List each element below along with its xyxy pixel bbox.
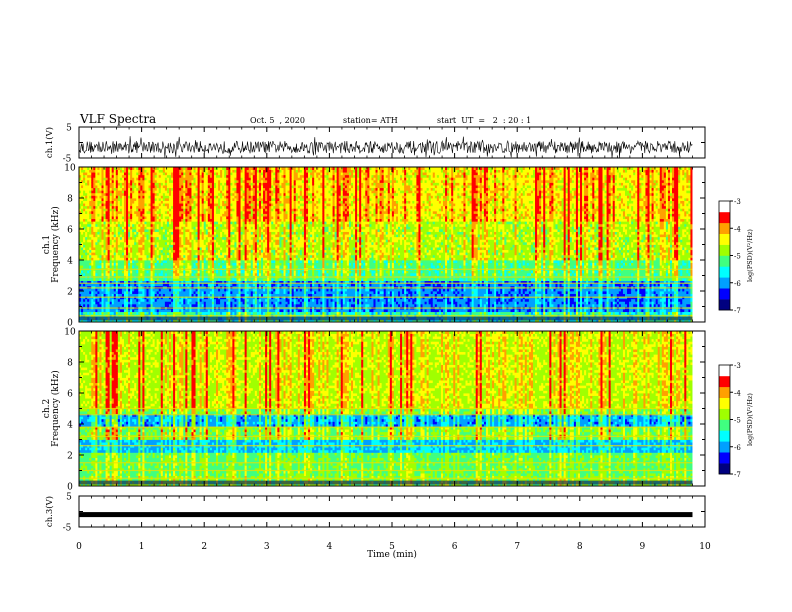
ch3-voltage-trace bbox=[79, 512, 692, 517]
y-tick-label: 5 bbox=[66, 493, 72, 503]
narrowband-line bbox=[79, 297, 692, 298]
x-tick-label: 4 bbox=[327, 542, 333, 552]
narrowband-line bbox=[79, 470, 692, 471]
colorbar-tick-label: -4 bbox=[734, 225, 741, 233]
x-tick-label: 3 bbox=[264, 542, 270, 552]
narrowband-line bbox=[79, 462, 692, 463]
y-axis-label: ch.1(V) bbox=[44, 127, 55, 158]
colorbar-tick-label: -5 bbox=[734, 253, 741, 261]
x-tick-label: 0 bbox=[76, 542, 82, 552]
narrowband-line bbox=[79, 269, 692, 270]
narrowband-line bbox=[79, 414, 692, 415]
x-axis-label: Time (min) bbox=[367, 549, 417, 560]
x-tick-label: 9 bbox=[640, 542, 646, 552]
y-tick-label: -5 bbox=[63, 524, 72, 534]
colorbar-tick-label: -4 bbox=[734, 389, 741, 397]
y-tick-label: 4 bbox=[67, 257, 73, 267]
narrowband-line bbox=[79, 276, 692, 277]
ch1-voltage-trace bbox=[79, 136, 693, 158]
y-tick-label: 10 bbox=[64, 164, 76, 174]
spectrogram-ch2 bbox=[79, 331, 705, 486]
narrowband-line bbox=[79, 315, 692, 316]
colorbar-label: log(PSD)(V²/Hz) bbox=[746, 393, 754, 446]
y-tick-label: 5 bbox=[66, 124, 72, 134]
colorbar-tick-label: -6 bbox=[734, 280, 741, 288]
x-tick-label: 6 bbox=[452, 542, 458, 552]
colorbar bbox=[719, 201, 733, 310]
narrowband-line bbox=[79, 307, 692, 308]
colorbar-tick-label: -3 bbox=[734, 198, 741, 206]
narrowband-line bbox=[79, 478, 692, 479]
colorbar-label: log(PSD)(V²/Hz) bbox=[746, 229, 754, 282]
x-tick-label: 1 bbox=[139, 542, 145, 552]
y-tick-label: 10 bbox=[64, 328, 76, 338]
y-tick-label: 6 bbox=[67, 226, 73, 236]
y-tick-label: 8 bbox=[67, 195, 73, 205]
colorbar-tick-label: -7 bbox=[734, 307, 741, 315]
narrowband-line bbox=[79, 287, 692, 288]
y-tick-label: 8 bbox=[67, 359, 73, 369]
narrowband-line bbox=[79, 436, 692, 437]
y-tick-label: 6 bbox=[67, 390, 73, 400]
y-tick-label: 0 bbox=[67, 483, 73, 493]
y-axis-label: Frequency (kHz) bbox=[50, 206, 61, 283]
narrowband-line bbox=[79, 408, 692, 409]
y-tick-label: 2 bbox=[67, 452, 73, 462]
y-axis-label: Frequency (kHz) bbox=[50, 370, 61, 447]
narrowband-line bbox=[79, 445, 692, 446]
spectrogram-ch1 bbox=[79, 167, 705, 322]
colorbar-tick-label: -5 bbox=[734, 417, 741, 425]
narrowband-line bbox=[79, 283, 692, 284]
y-tick-label: 4 bbox=[67, 421, 73, 431]
y-axis-label: ch.3(V) bbox=[44, 496, 55, 527]
narrowband-line bbox=[79, 427, 692, 428]
y-tick-label: 2 bbox=[67, 288, 73, 298]
x-tick-label: 2 bbox=[201, 542, 207, 552]
colorbar bbox=[719, 365, 733, 474]
colorbar-tick-label: -7 bbox=[734, 471, 741, 479]
colorbar-tick-label: -3 bbox=[734, 362, 741, 370]
x-tick-label: 10 bbox=[699, 542, 711, 552]
x-tick-label: 7 bbox=[514, 542, 520, 552]
colorbar-tick-label: -6 bbox=[734, 444, 741, 452]
x-tick-label: 8 bbox=[577, 542, 583, 552]
